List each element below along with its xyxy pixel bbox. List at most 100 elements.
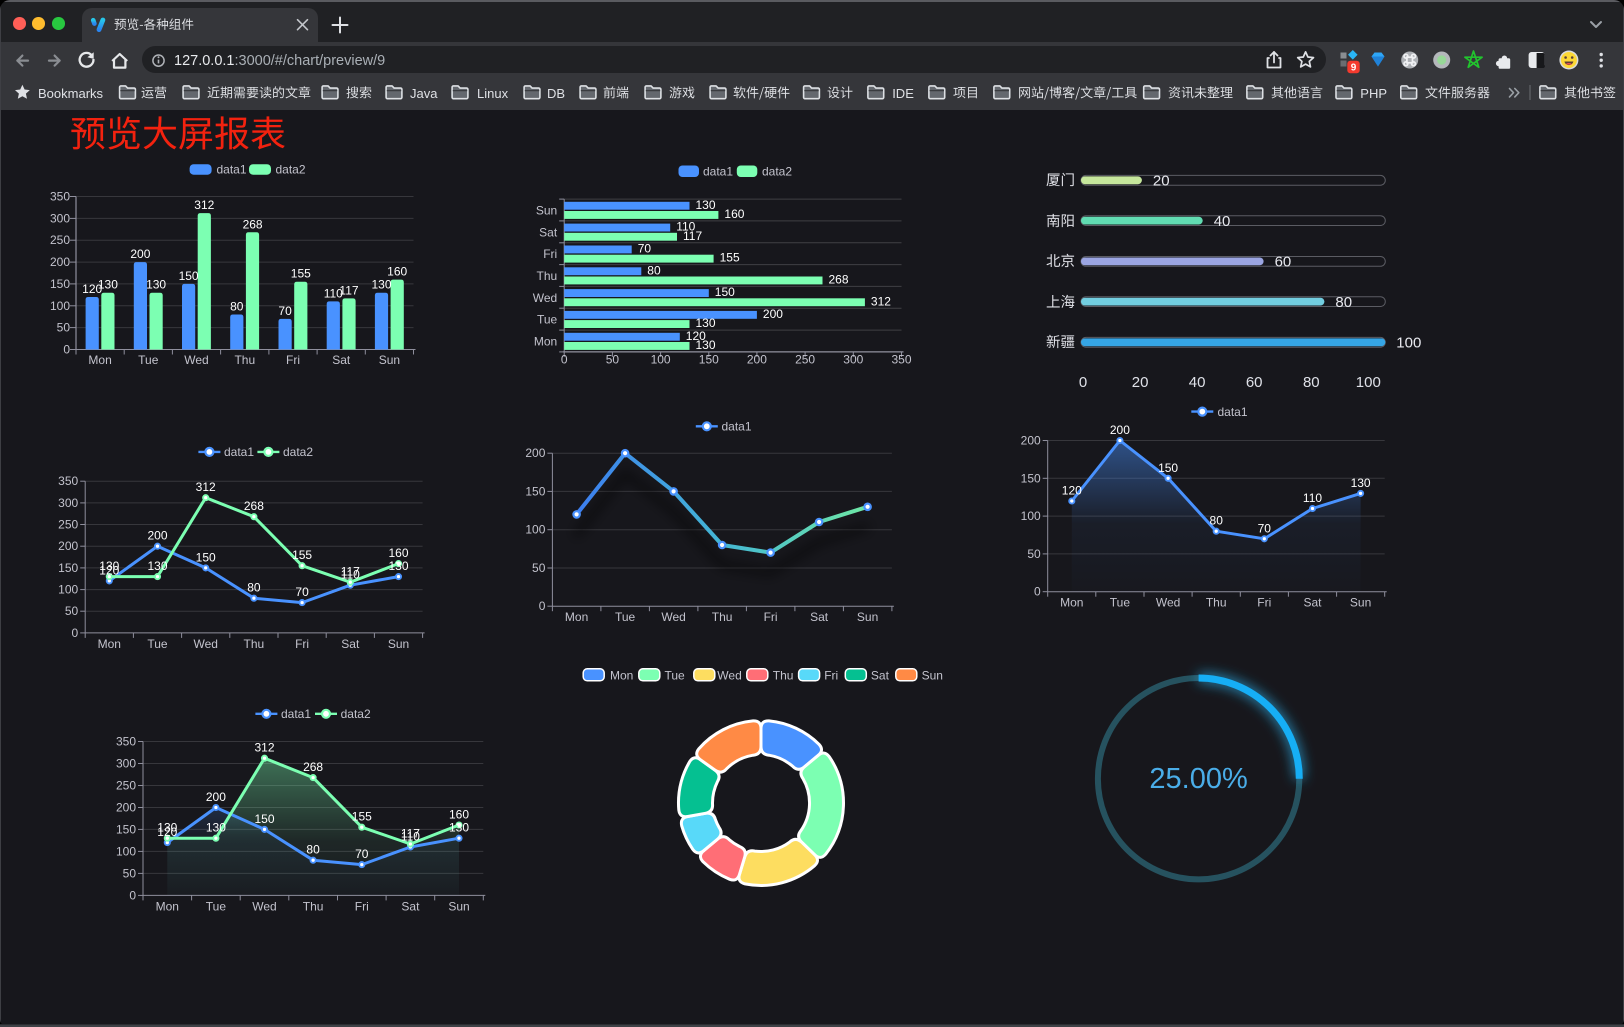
svg-text:110: 110	[401, 830, 420, 844]
svg-text:200: 200	[116, 801, 136, 815]
svg-text:130: 130	[146, 278, 166, 292]
svg-text:250: 250	[116, 779, 136, 793]
svg-text:Sat: Sat	[332, 353, 351, 367]
svg-text:130: 130	[449, 821, 469, 835]
svg-text:200: 200	[763, 307, 783, 321]
svg-text:data2: data2	[341, 707, 371, 721]
svg-text:100: 100	[1356, 374, 1381, 391]
svg-text:50: 50	[123, 866, 137, 880]
svg-text:Thu: Thu	[234, 353, 255, 367]
svg-text:100: 100	[651, 353, 671, 367]
svg-text:120: 120	[686, 329, 706, 343]
svg-text:40: 40	[1214, 213, 1231, 230]
svg-text:20: 20	[1132, 374, 1149, 391]
svg-text:Mon: Mon	[156, 899, 179, 913]
svg-text:150: 150	[699, 353, 719, 367]
svg-text:130: 130	[696, 316, 716, 330]
svg-text:data1: data1	[224, 445, 254, 459]
svg-text:117: 117	[339, 283, 358, 297]
svg-text:0: 0	[539, 599, 546, 613]
svg-text:Tue: Tue	[147, 637, 168, 651]
svg-text:Fri: Fri	[764, 610, 778, 624]
svg-text:Sat: Sat	[341, 637, 360, 651]
svg-text:130: 130	[99, 559, 119, 573]
svg-text:40: 40	[1189, 374, 1206, 391]
svg-text:Tue: Tue	[206, 899, 227, 913]
svg-text:Sat: Sat	[539, 225, 558, 239]
svg-text:268: 268	[829, 273, 849, 287]
svg-text:130: 130	[157, 821, 177, 835]
svg-text:80: 80	[306, 843, 320, 857]
svg-text:117: 117	[683, 229, 702, 243]
svg-text:200: 200	[525, 446, 545, 460]
svg-text:0: 0	[63, 343, 70, 357]
svg-text:150: 150	[1021, 471, 1041, 485]
svg-text:50: 50	[65, 604, 79, 618]
svg-text:120: 120	[82, 282, 102, 296]
svg-text:50: 50	[57, 321, 71, 335]
svg-text:Thu: Thu	[244, 637, 265, 651]
svg-text:Sun: Sun	[448, 899, 469, 913]
svg-text:Tue: Tue	[665, 668, 686, 682]
svg-text:350: 350	[58, 474, 78, 488]
svg-text:data1: data1	[217, 163, 247, 177]
svg-text:130: 130	[206, 821, 226, 835]
svg-text:200: 200	[58, 539, 78, 553]
svg-text:50: 50	[1027, 547, 1041, 561]
svg-text:150: 150	[58, 561, 78, 575]
svg-text:150: 150	[715, 285, 735, 299]
svg-text:Thu: Thu	[303, 899, 324, 913]
svg-text:100: 100	[1021, 509, 1041, 523]
svg-text:130: 130	[1351, 476, 1371, 490]
svg-text:Mon: Mon	[565, 610, 588, 624]
svg-text:80: 80	[230, 300, 244, 314]
svg-text:0: 0	[72, 626, 79, 640]
svg-text:110: 110	[324, 286, 343, 300]
svg-text:Thu: Thu	[537, 269, 558, 283]
svg-text:Fri: Fri	[1257, 596, 1271, 610]
svg-text:80: 80	[1335, 294, 1352, 311]
svg-text:155: 155	[720, 251, 740, 265]
svg-text:150: 150	[179, 269, 199, 283]
svg-text:Sat: Sat	[1303, 596, 1322, 610]
svg-text:Fri: Fri	[286, 353, 300, 367]
svg-text:Wed: Wed	[661, 610, 685, 624]
svg-text:268: 268	[243, 217, 263, 231]
svg-text:150: 150	[50, 277, 70, 291]
svg-text:Fri: Fri	[355, 899, 369, 913]
svg-text:100: 100	[50, 299, 70, 313]
svg-text:268: 268	[303, 760, 323, 774]
svg-text:Thu: Thu	[1206, 596, 1227, 610]
svg-text:150: 150	[254, 812, 274, 826]
svg-text:200: 200	[206, 790, 226, 804]
svg-text:Sat: Sat	[810, 610, 829, 624]
svg-text:Mon: Mon	[98, 637, 121, 651]
svg-text:130: 130	[371, 278, 391, 292]
svg-text:Sun: Sun	[1350, 596, 1371, 610]
svg-text:Tue: Tue	[1110, 596, 1131, 610]
svg-text:data1: data1	[1218, 405, 1248, 419]
svg-text:200: 200	[147, 529, 167, 543]
svg-text:9: 9	[1351, 63, 1357, 74]
svg-text:250: 250	[58, 518, 78, 532]
svg-text:70: 70	[1258, 521, 1272, 535]
svg-text:300: 300	[116, 757, 136, 771]
svg-text:data2: data2	[283, 445, 313, 459]
svg-text:data1: data1	[722, 420, 752, 434]
svg-text:130: 130	[696, 198, 716, 212]
svg-text:0: 0	[1079, 374, 1087, 391]
svg-text:80: 80	[647, 263, 661, 277]
svg-text:250: 250	[795, 353, 815, 367]
svg-text:Sun: Sun	[857, 610, 878, 624]
svg-text:Sun: Sun	[536, 204, 557, 218]
svg-text:120: 120	[157, 825, 177, 839]
svg-text:data2: data2	[276, 163, 306, 177]
svg-text:Wed: Wed	[252, 899, 276, 913]
svg-text:117: 117	[401, 827, 420, 841]
svg-text:300: 300	[58, 496, 78, 510]
svg-text:0: 0	[129, 888, 136, 902]
svg-text:117: 117	[341, 565, 360, 579]
svg-text:80: 80	[1210, 514, 1224, 528]
svg-text:312: 312	[196, 480, 216, 494]
svg-text:50: 50	[606, 353, 620, 367]
